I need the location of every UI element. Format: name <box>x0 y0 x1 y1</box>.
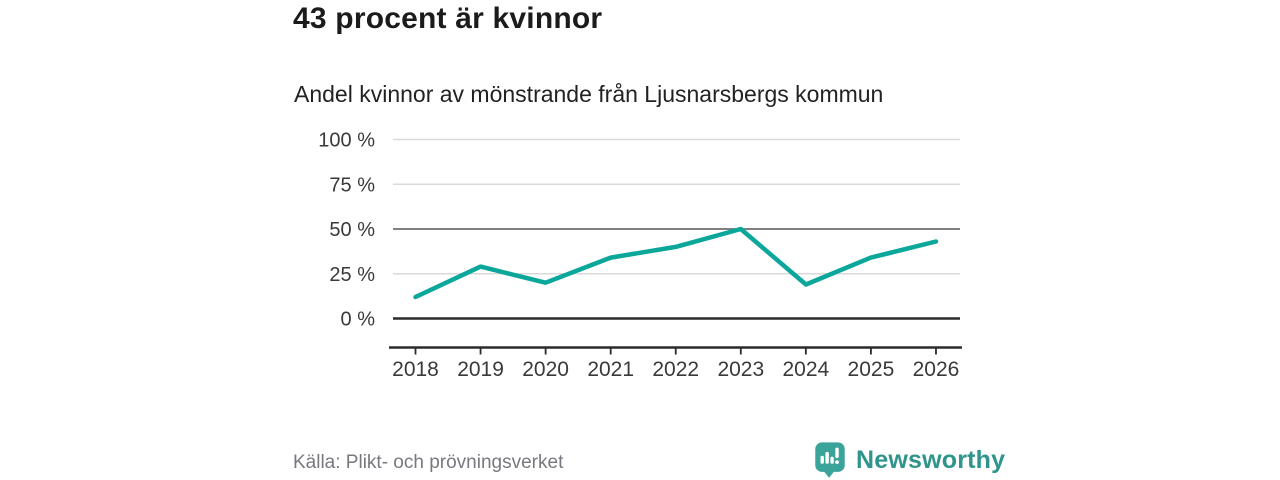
x-tick-label: 2021 <box>587 358 634 381</box>
y-tick-label: 100 % <box>318 130 375 152</box>
y-tick-label: 25 % <box>329 264 375 286</box>
x-tick-label: 2025 <box>848 358 895 381</box>
x-tick-label: 2026 <box>913 358 960 381</box>
y-tick-label: 0 % <box>341 309 376 331</box>
source-caption: Källa: Plikt- och prövningsverket <box>293 452 564 473</box>
x-tick-label: 2022 <box>652 358 699 381</box>
x-tick-label: 2023 <box>717 358 764 381</box>
y-tick-label: 75 % <box>329 174 375 196</box>
y-tick-label: 50 % <box>329 219 375 241</box>
x-tick-label: 2020 <box>522 358 569 381</box>
x-tick-label: 2019 <box>457 358 504 381</box>
chart-subtitle: Andel kvinnor av mönstrande från Ljusnar… <box>294 81 884 107</box>
newsworthy-logo-icon <box>815 442 845 478</box>
data-line-andel-kvinnor <box>413 226 939 300</box>
x-tick-label: 2024 <box>783 358 830 381</box>
brand-lockup: Newsworthy <box>813 441 1005 479</box>
x-tick-label: 2018 <box>392 358 439 381</box>
brand-name: Newsworthy <box>856 445 1006 474</box>
page-title: 43 procent är kvinnor <box>293 2 603 35</box>
